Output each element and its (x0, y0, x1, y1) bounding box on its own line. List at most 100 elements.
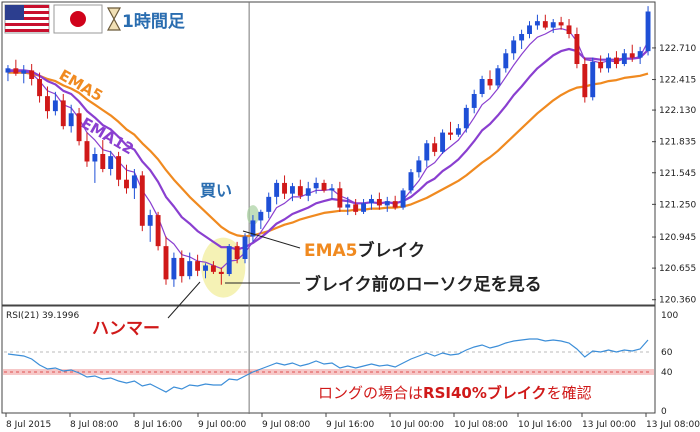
candle (353, 199, 359, 216)
rsi-tick-label: 60 (661, 348, 673, 358)
candle (163, 236, 169, 285)
candle (29, 64, 35, 86)
candle (606, 53, 611, 73)
price-tick-label: 121.250 (659, 200, 696, 210)
price-panel-frame (1, 1, 656, 306)
candle (471, 89, 477, 114)
price-tick-label: 121.835 (659, 138, 696, 148)
candle (384, 196, 390, 212)
candle (598, 55, 604, 73)
candle (321, 179, 327, 193)
candle (171, 252, 177, 287)
candle (282, 175, 287, 199)
candle (52, 91, 58, 116)
buy-label: 買い (200, 181, 232, 200)
candle (455, 124, 461, 137)
rsi-line (7, 338, 649, 393)
candle (440, 129, 446, 154)
time-tick-label: 8 Jul 2015 (6, 420, 51, 430)
us-flag-icon (4, 4, 50, 34)
candle (100, 140, 106, 173)
candle (234, 241, 240, 264)
candle (408, 169, 414, 194)
time-tick-label: 10 Jul 16:00 (518, 420, 572, 430)
candle (613, 51, 619, 69)
price-tick-label: 120.945 (659, 233, 696, 243)
candle (218, 267, 224, 285)
hammer-leader (167, 281, 201, 319)
price-tick-label: 122.130 (659, 106, 696, 116)
candle (574, 27, 580, 69)
candle (590, 57, 596, 101)
candle (637, 46, 643, 64)
candle (432, 136, 438, 157)
candle (242, 233, 248, 264)
rsi-tick-label: 100 (661, 311, 678, 321)
candle (21, 65, 27, 84)
ema12-line (8, 47, 649, 251)
candle (289, 182, 295, 202)
time-tick-label: 8 Jul 16:00 (134, 420, 183, 430)
candle (463, 104, 469, 133)
price-tick-label: 120.360 (659, 296, 696, 306)
candle (13, 59, 19, 76)
candle (629, 44, 635, 62)
candle (550, 19, 556, 33)
candle (139, 171, 145, 232)
candle (76, 107, 82, 146)
candle (203, 263, 208, 279)
candle (527, 21, 532, 39)
candle (503, 49, 509, 73)
candle (187, 252, 193, 280)
candle (274, 179, 280, 205)
candle (60, 94, 66, 130)
candle (155, 211, 161, 251)
candle (68, 104, 74, 133)
candle (621, 49, 627, 67)
candle (258, 209, 264, 229)
candle (226, 244, 232, 277)
candle (558, 16, 564, 30)
ema5-break-leader (242, 230, 301, 249)
candle (448, 121, 453, 141)
candle (329, 184, 335, 199)
candle (392, 195, 398, 210)
rsi-label: RSI(21) 39.1996 (6, 311, 79, 321)
hourglass-icon (106, 7, 122, 31)
time-tick-label: 8 Jul 08:00 (70, 420, 119, 430)
candle (534, 14, 540, 30)
candle (147, 209, 153, 242)
candle (45, 86, 50, 119)
candle (645, 6, 651, 56)
candle (250, 215, 256, 242)
candle (297, 179, 303, 199)
candle (124, 164, 129, 194)
price-tick-label: 122.415 (659, 76, 696, 86)
candle (195, 254, 201, 277)
candle (376, 192, 382, 210)
ema5-break-label: EMA5ブレイク (304, 240, 425, 261)
time-tick-label: 10 Jul 08:00 (454, 420, 508, 430)
candle (369, 194, 374, 210)
candle (479, 75, 485, 98)
rsi-panel-frame (1, 305, 656, 414)
candle (5, 65, 11, 82)
candle (487, 70, 493, 90)
rsi-tick-label: 0 (661, 407, 667, 417)
candle (566, 19, 572, 39)
candle (92, 147, 98, 183)
candle (179, 250, 185, 283)
candle (37, 72, 43, 103)
candle (495, 65, 501, 89)
ema-fast-line (8, 28, 649, 270)
price-tick-label: 120.655 (659, 264, 696, 274)
timeframe-label: 1時間足 (122, 11, 185, 32)
candle (305, 181, 311, 202)
candle (519, 29, 525, 49)
candle (266, 192, 272, 219)
time-tick-label: 13 Jul 08:00 (646, 420, 700, 430)
japan-flag-icon (53, 4, 103, 34)
candle (116, 151, 122, 187)
rsi-note: ロングの場合はRSI40%ブレイクを確認 (318, 384, 592, 402)
